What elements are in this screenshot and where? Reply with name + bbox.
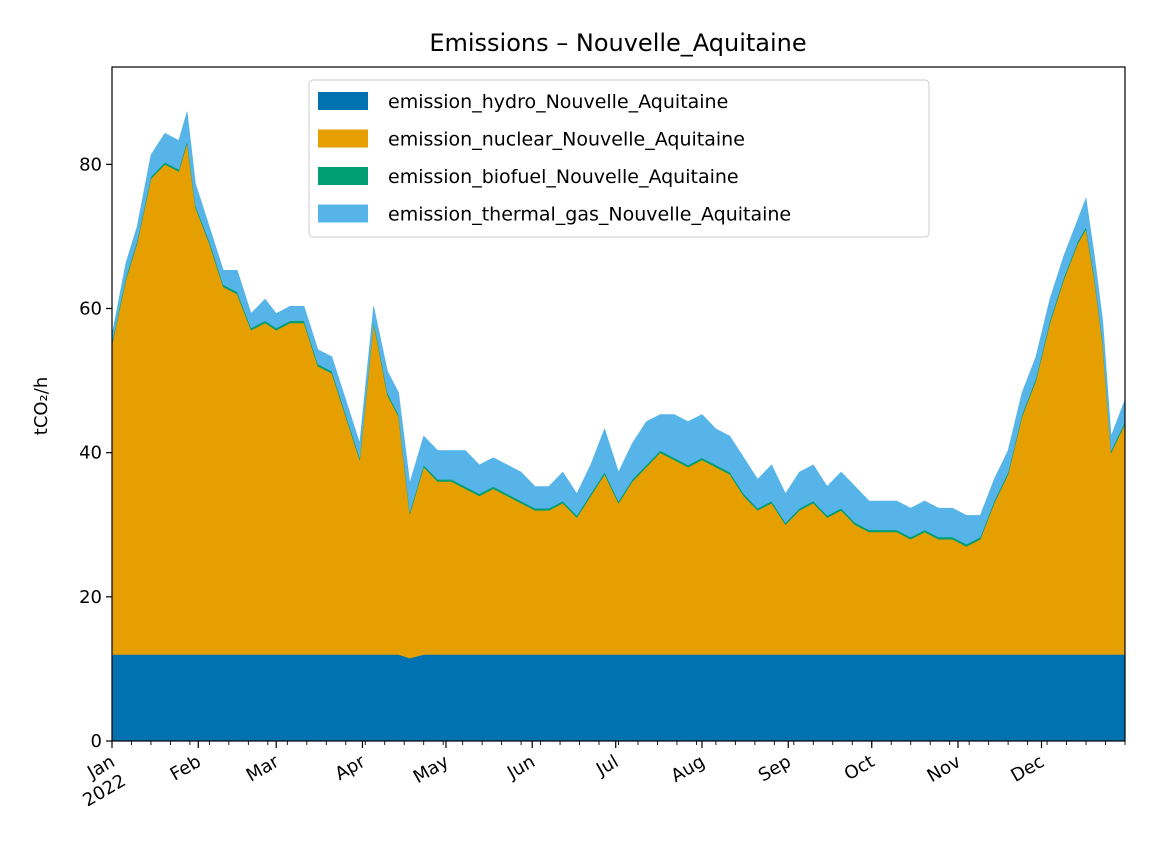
- y-tick-label: 0: [91, 731, 102, 752]
- x-tick-label: Apr: [331, 751, 369, 785]
- y-tick-label: 20: [79, 587, 102, 608]
- x-tick-label: Sep: [755, 751, 795, 786]
- y-axis: 0 20 40 60 80: [79, 154, 112, 752]
- legend-swatch: [318, 129, 368, 148]
- legend-swatch: [318, 92, 368, 110]
- legend-entry: emission_nuclear_Nouvelle_Aquitaine: [388, 129, 745, 151]
- y-tick-label: 80: [79, 154, 102, 175]
- legend-swatch: [318, 204, 368, 223]
- legend-entry: emission_hydro_Nouvelle_Aquitaine: [388, 91, 728, 113]
- x-tick-label: Jun: [503, 751, 539, 784]
- y-tick-label: 40: [79, 443, 102, 464]
- legend-entry: emission_biofuel_Nouvelle_Aquitaine: [388, 166, 739, 188]
- x-tick-label: Jan2022: [68, 751, 129, 811]
- x-axis: Jan2022 Feb Mar Apr May Jun Jul Aug Sep Oct Nov Dec: [68, 741, 1126, 811]
- legend: emission_hydro_Nouvelle_Aquitaineemissio…: [308, 79, 930, 238]
- x-tick-label: Mar: [243, 751, 283, 786]
- x-tick-label: Jul: [592, 751, 622, 781]
- x-tick-label: Aug: [668, 751, 709, 787]
- legend-swatch: [318, 167, 368, 185]
- area-series-0: [111, 654, 1126, 742]
- legend-box: [308, 79, 930, 238]
- y-axis-label: tCO₂/h: [31, 377, 52, 435]
- legend-entry: emission_thermal_gas_Nouvelle_Aquitaine: [388, 204, 791, 226]
- x-tick-label: May: [410, 751, 453, 788]
- y-tick-label: 60: [79, 298, 102, 319]
- x-tick-label: Dec: [1007, 751, 1048, 787]
- chart-title: Emissions – Nouvelle_Aquitaine: [429, 29, 806, 57]
- x-tick-label: Nov: [924, 751, 965, 787]
- x-tick-label: Oct: [841, 751, 878, 785]
- x-tick-label: Feb: [167, 751, 205, 785]
